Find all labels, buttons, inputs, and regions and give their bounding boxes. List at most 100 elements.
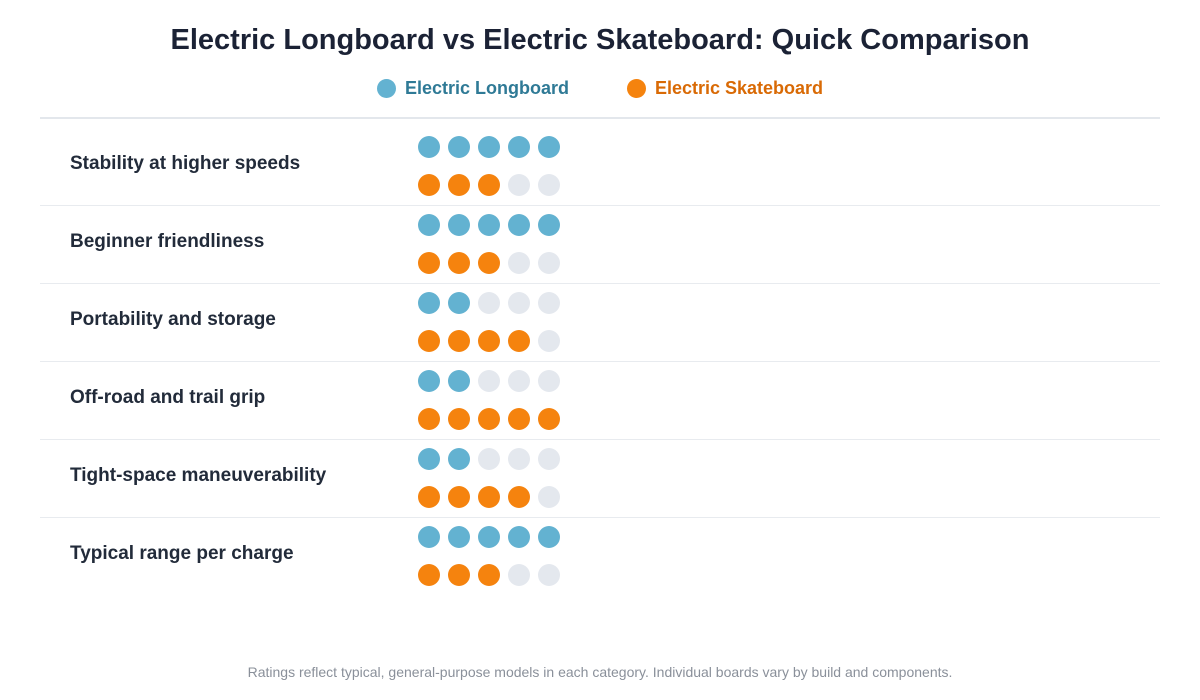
rating-dot-empty — [508, 370, 530, 392]
rating-row: Off-road and trail grip — [40, 362, 1160, 440]
rating-dot-filled — [418, 174, 440, 196]
rating-dots-skateboard — [418, 486, 568, 508]
rating-dot-filled — [508, 526, 530, 548]
row-label: Typical range per charge — [70, 543, 294, 564]
rating-dot-empty — [478, 292, 500, 314]
rating-dot-filled — [448, 408, 470, 430]
rating-dot-empty — [538, 564, 560, 586]
rating-dot-filled — [448, 136, 470, 158]
rating-dot-filled — [508, 214, 530, 236]
rating-dot-filled — [478, 174, 500, 196]
legend-swatch-longboard — [376, 78, 396, 98]
legend-swatch-skateboard — [626, 78, 646, 98]
rating-dot-filled — [418, 330, 440, 352]
rating-dot-empty — [538, 292, 560, 314]
rating-dot-empty — [538, 370, 560, 392]
rating-dot-filled — [478, 136, 500, 158]
rating-row: Beginner friendliness — [40, 206, 1160, 284]
rating-dot-filled — [448, 448, 470, 470]
rating-dot-filled — [478, 252, 500, 274]
rating-dot-filled — [448, 526, 470, 548]
row-divider — [40, 439, 1160, 440]
rating-dot-filled — [538, 408, 560, 430]
rating-dot-filled — [448, 564, 470, 586]
row-divider — [40, 361, 1160, 362]
legend-item-skateboard: Electric Skateboard — [626, 77, 824, 99]
rating-dot-filled — [448, 330, 470, 352]
rating-dot-empty — [538, 174, 560, 196]
rating-dot-empty — [508, 174, 530, 196]
rating-dot-empty — [538, 330, 560, 352]
rating-row: Portability and storage — [40, 284, 1160, 362]
rating-dot-filled — [448, 370, 470, 392]
rating-dot-filled — [418, 526, 440, 548]
rating-dots-longboard — [418, 526, 568, 548]
rating-dot-filled — [478, 486, 500, 508]
rating-dot-empty — [508, 448, 530, 470]
row-divider — [40, 283, 1160, 284]
rating-dot-empty — [538, 448, 560, 470]
rating-dots-longboard — [418, 292, 568, 314]
rating-dot-filled — [418, 564, 440, 586]
rating-dot-empty — [538, 252, 560, 274]
row-label: Stability at higher speeds — [70, 153, 301, 174]
footnote: Ratings reflect typical, general-purpose… — [247, 664, 953, 680]
rating-dot-filled — [418, 292, 440, 314]
rating-dot-filled — [508, 408, 530, 430]
row-divider — [40, 205, 1160, 206]
rating-dot-filled — [538, 526, 560, 548]
rating-dot-filled — [478, 564, 500, 586]
rating-dot-filled — [418, 136, 440, 158]
legend: Electric Longboard Electric Skateboard — [0, 76, 1200, 100]
rating-dots-longboard — [418, 136, 568, 158]
legend-label-skateboard: Electric Skateboard — [654, 77, 824, 98]
rating-rows: Stability at higher speeds Beginner frien… — [40, 128, 1160, 596]
rating-dots-skateboard — [418, 564, 568, 586]
rating-dot-filled — [418, 214, 440, 236]
rating-dot-filled — [478, 330, 500, 352]
rating-row: Stability at higher speeds — [40, 128, 1160, 206]
header-divider — [40, 117, 1160, 119]
rating-dots-skateboard — [418, 408, 568, 430]
rating-dots-longboard — [418, 214, 568, 236]
rating-row: Typical range per charge — [40, 518, 1160, 596]
rating-dot-filled — [418, 486, 440, 508]
chart-title: Electric Longboard vs Electric Skateboar… — [170, 24, 1030, 56]
rating-dots-longboard — [418, 370, 568, 392]
rating-dot-filled — [448, 486, 470, 508]
rating-dot-filled — [448, 214, 470, 236]
rating-dot-filled — [418, 448, 440, 470]
rating-dot-empty — [508, 252, 530, 274]
row-label: Portability and storage — [70, 309, 276, 330]
rating-dot-filled — [508, 136, 530, 158]
rating-dot-empty — [478, 448, 500, 470]
rating-dots-longboard — [418, 448, 568, 470]
rating-dot-filled — [478, 214, 500, 236]
legend-label-longboard: Electric Longboard — [404, 77, 569, 98]
rating-dot-filled — [478, 408, 500, 430]
rating-dot-filled — [538, 136, 560, 158]
rating-dots-skateboard — [418, 330, 568, 352]
rating-dots-skateboard — [418, 174, 568, 196]
row-label: Tight-space maneuverability — [70, 465, 327, 486]
rating-dot-filled — [448, 292, 470, 314]
rating-dot-filled — [478, 526, 500, 548]
row-divider — [40, 517, 1160, 518]
row-label: Beginner friendliness — [70, 231, 265, 252]
rating-dot-filled — [448, 174, 470, 196]
rating-dot-filled — [418, 252, 440, 274]
rating-dot-empty — [478, 370, 500, 392]
rating-dot-filled — [538, 214, 560, 236]
rating-dot-empty — [508, 292, 530, 314]
legend-item-longboard: Electric Longboard — [376, 77, 569, 99]
rating-dot-empty — [538, 486, 560, 508]
rating-dot-filled — [418, 370, 440, 392]
rating-dot-empty — [508, 564, 530, 586]
rating-row: Tight-space maneuverability — [40, 440, 1160, 518]
rating-dot-filled — [508, 486, 530, 508]
rating-dot-filled — [418, 408, 440, 430]
rating-dot-filled — [508, 330, 530, 352]
rating-dots-skateboard — [418, 252, 568, 274]
rating-dot-filled — [448, 252, 470, 274]
row-label: Off-road and trail grip — [70, 387, 266, 408]
